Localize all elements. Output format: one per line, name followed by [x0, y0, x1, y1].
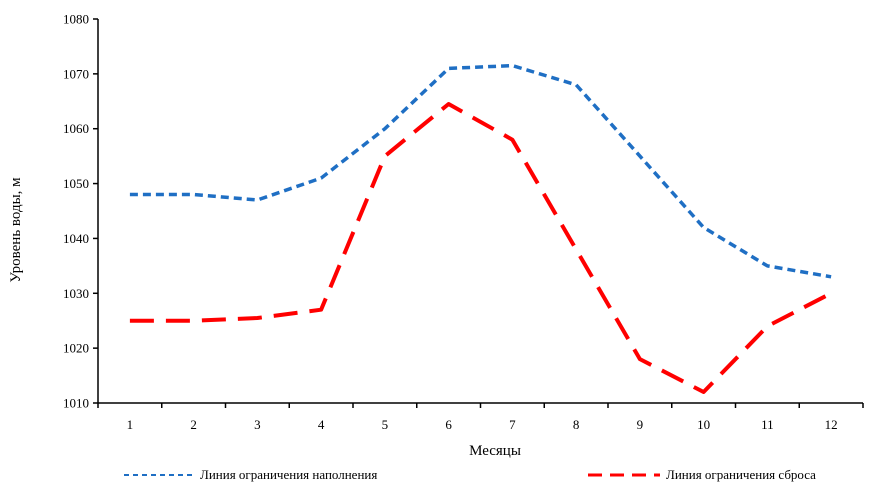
y-tick-label: 1010	[63, 396, 89, 411]
x-tick-label: 7	[509, 417, 516, 432]
series-lines	[129, 63, 833, 394]
y-tick-label: 1030	[63, 286, 89, 301]
x-axis-ticks: 1 2 3 4 5 6 7 8 9 10 11 12	[97, 403, 864, 432]
y-tick-label: 1060	[63, 121, 89, 136]
legend-item-discharge: Линия ограничения сброса	[588, 467, 816, 482]
x-tick-label: 11	[761, 417, 774, 432]
legend-label-fill: Линия ограничения наполнения	[200, 467, 377, 482]
y-tick-label: 1020	[63, 341, 89, 356]
y-tick-label: 1070	[63, 66, 89, 81]
y-tick-label: 1080	[63, 12, 89, 27]
x-tick-label: 12	[825, 417, 838, 432]
x-tick-label: 5	[382, 417, 389, 432]
x-tick-label: 10	[697, 417, 710, 432]
x-tick-label: 6	[445, 417, 452, 432]
y-axis-title: Уровень воды, м	[8, 177, 24, 283]
series-line-fill-limit	[129, 63, 832, 279]
x-tick-label: 1	[127, 417, 134, 432]
legend-item-fill: Линия ограничения наполнения	[124, 467, 377, 482]
x-tick-label: 8	[573, 417, 580, 432]
x-tick-label: 3	[254, 417, 261, 432]
x-tick-label: 9	[637, 417, 644, 432]
x-tick-label: 4	[318, 417, 325, 432]
legend-label-discharge: Линия ограничения сброса	[666, 467, 816, 482]
x-axis-title: Месяцы	[469, 443, 521, 459]
y-axis-ticks: 1010 1020 1030 1040 1050 1060 1070 1080	[63, 12, 98, 411]
x-tick-label: 2	[190, 417, 197, 432]
series-line-discharge-limit	[129, 102, 833, 394]
legend: Линия ограничения наполнения Линия огран…	[124, 467, 816, 482]
y-tick-label: 1040	[63, 231, 89, 246]
y-tick-label: 1050	[63, 176, 89, 191]
